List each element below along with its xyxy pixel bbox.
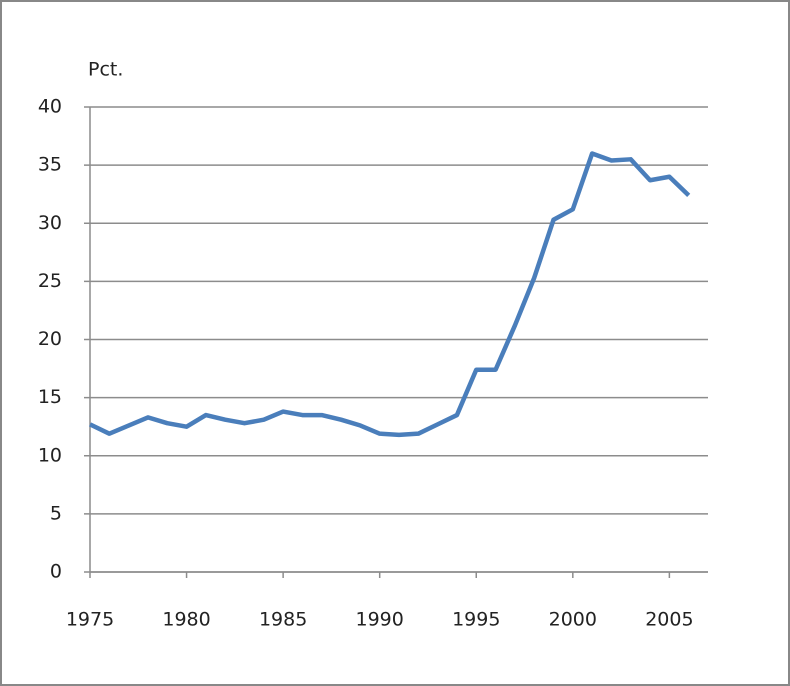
x-tick-label: 1975 (66, 609, 114, 631)
x-tick-label: 1990 (356, 609, 404, 631)
y-tick-label: 25 (38, 270, 62, 292)
y-tick-label: 30 (38, 212, 62, 234)
data-line (89, 151, 691, 438)
x-tick-label: 1995 (452, 609, 500, 631)
y-tick-label: 0 (50, 561, 62, 583)
x-tick-label: 2005 (645, 609, 693, 631)
x-tick-label: 2000 (549, 609, 597, 631)
y-tick-label: 40 (38, 96, 62, 118)
y-axis-label: Pct. (88, 59, 123, 81)
y-tick-label: 35 (38, 154, 62, 176)
x-tick-label: 1985 (259, 609, 307, 631)
y-tick-label: 20 (38, 328, 62, 350)
x-tick-label: 1980 (162, 609, 210, 631)
y-tick-label: 15 (38, 386, 62, 408)
y-tick-label: 5 (50, 502, 62, 524)
y-tick-label: 10 (38, 444, 62, 466)
